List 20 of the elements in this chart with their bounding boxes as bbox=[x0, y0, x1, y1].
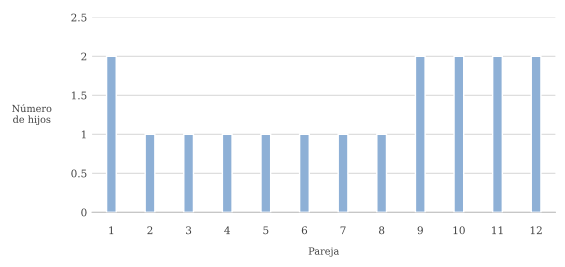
x-tick-label: 6 bbox=[302, 226, 308, 234]
x-tick-label: 7 bbox=[340, 226, 346, 234]
x-tick-label: 8 bbox=[379, 226, 384, 234]
y-tick-label: 1 bbox=[82, 130, 86, 138]
x-tick-label: 4 bbox=[224, 226, 230, 234]
y-tick-label: 1.5 bbox=[72, 92, 86, 100]
x-tick-label: 12 bbox=[530, 226, 542, 234]
x-tick-label: 3 bbox=[186, 226, 192, 234]
x-axis-title: Pareja bbox=[308, 247, 340, 257]
y-tick-label: 2 bbox=[81, 52, 86, 60]
y-tick-label: 2.5 bbox=[71, 14, 86, 22]
x-tick-label: 2 bbox=[147, 226, 152, 234]
x-tick-label: 10 bbox=[454, 226, 465, 234]
x-tick-label: 5 bbox=[263, 226, 268, 234]
y-axis-title: Número de hijos bbox=[12, 104, 52, 126]
x-tick-label: 1 bbox=[109, 226, 114, 234]
y-tick-label: 0.5 bbox=[71, 170, 86, 178]
y-tick-label: 0 bbox=[81, 208, 87, 216]
x-tick-label: 9 bbox=[418, 226, 423, 234]
x-tick-label: 11 bbox=[492, 226, 503, 234]
